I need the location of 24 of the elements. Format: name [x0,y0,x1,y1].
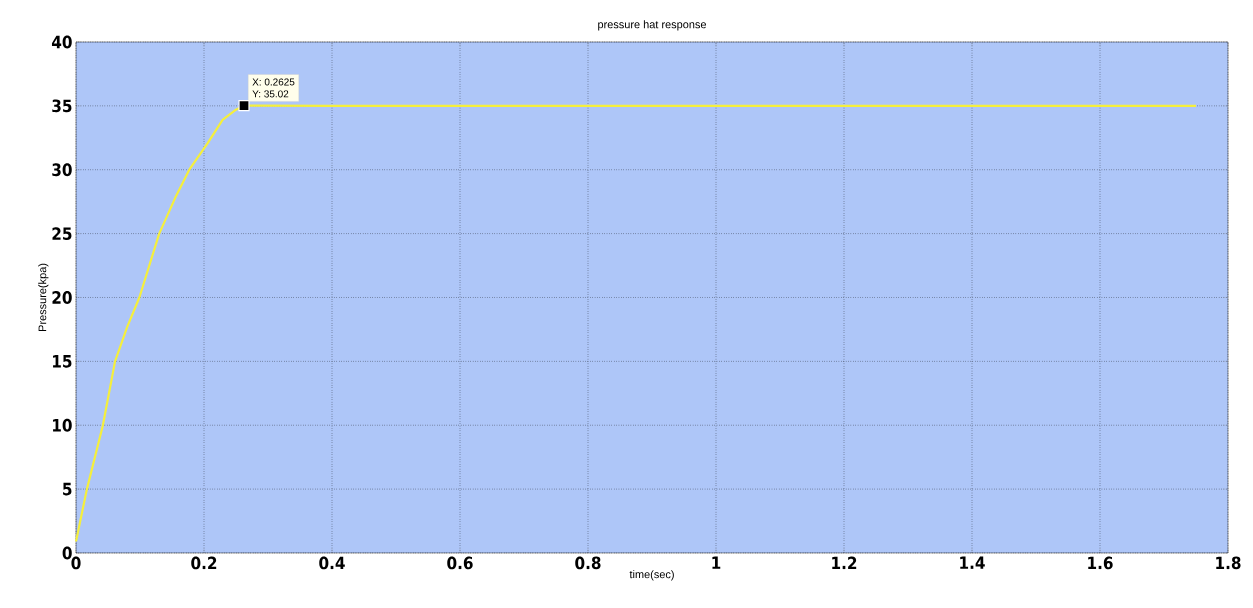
annotation: X: 0.2625 [252,78,295,86]
x-tick-label: 1.8 [1216,556,1241,570]
y-tick-label: 10 [53,418,72,432]
x-tick-label: 1.2 [832,556,857,570]
x-tick-label: 0.8 [575,556,601,570]
chart-title: pressure hat response [598,20,707,31]
y-tick-label: 30 [52,163,72,177]
x-tick-label: 0.2 [191,556,217,570]
y-tick-label: 35 [52,99,72,113]
x-tick-label: 1.6 [1088,556,1113,570]
y-tick-label: 15 [53,355,72,368]
x-tick-label: 1 [712,556,721,569]
y-tick-label: 40 [51,35,72,49]
x-tick-label: 0.4 [319,556,345,570]
y-tick-label: 25 [52,227,72,241]
y-axis-title: Pressure(kpa) [38,263,49,331]
x-tick-label: 1.4 [960,556,985,569]
x-tick-label: 0 [71,556,81,570]
y-tick-label: 5 [63,482,72,496]
x-axis-title: time(sec) [629,570,674,581]
x-tick-label: 0.6 [447,556,473,570]
annotation: Y: 35.02 [252,90,289,98]
y-tick-label: 20 [52,291,72,304]
y-tick-label: 0 [62,546,72,560]
